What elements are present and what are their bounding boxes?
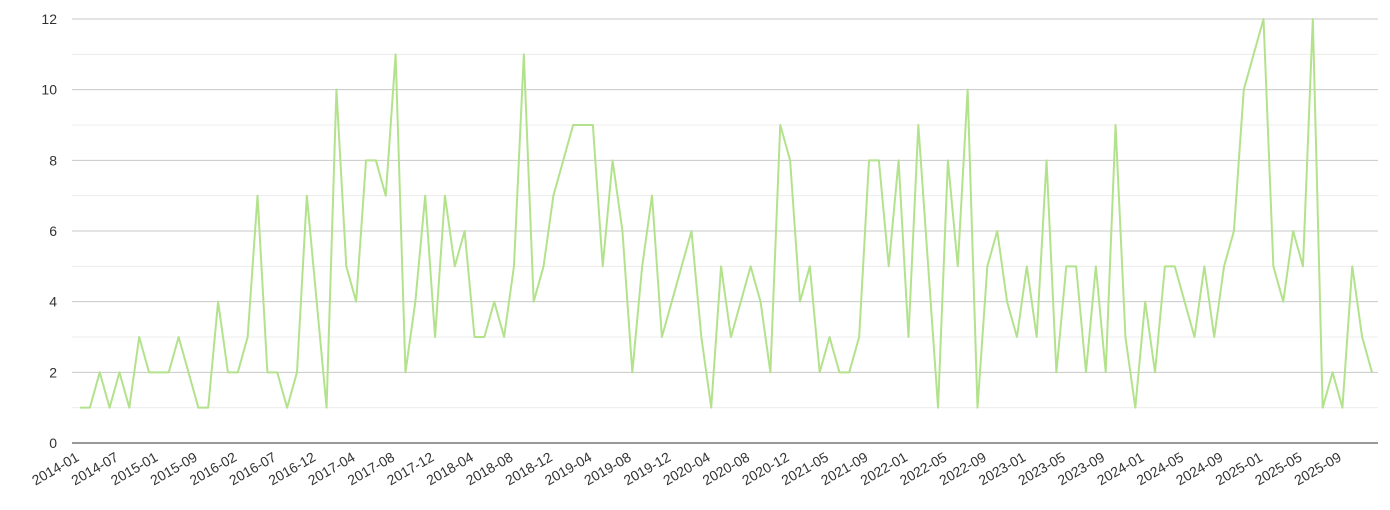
y-tick-label: 12 [41,11,57,27]
y-tick-label: 0 [49,435,57,451]
y-tick-label: 4 [49,294,57,310]
y-tick-label: 8 [49,152,57,168]
data-line [80,18,1373,409]
y-tick-label: 6 [49,223,57,239]
y-tick-label: 2 [49,364,57,380]
y-tick-label: 10 [41,82,57,98]
